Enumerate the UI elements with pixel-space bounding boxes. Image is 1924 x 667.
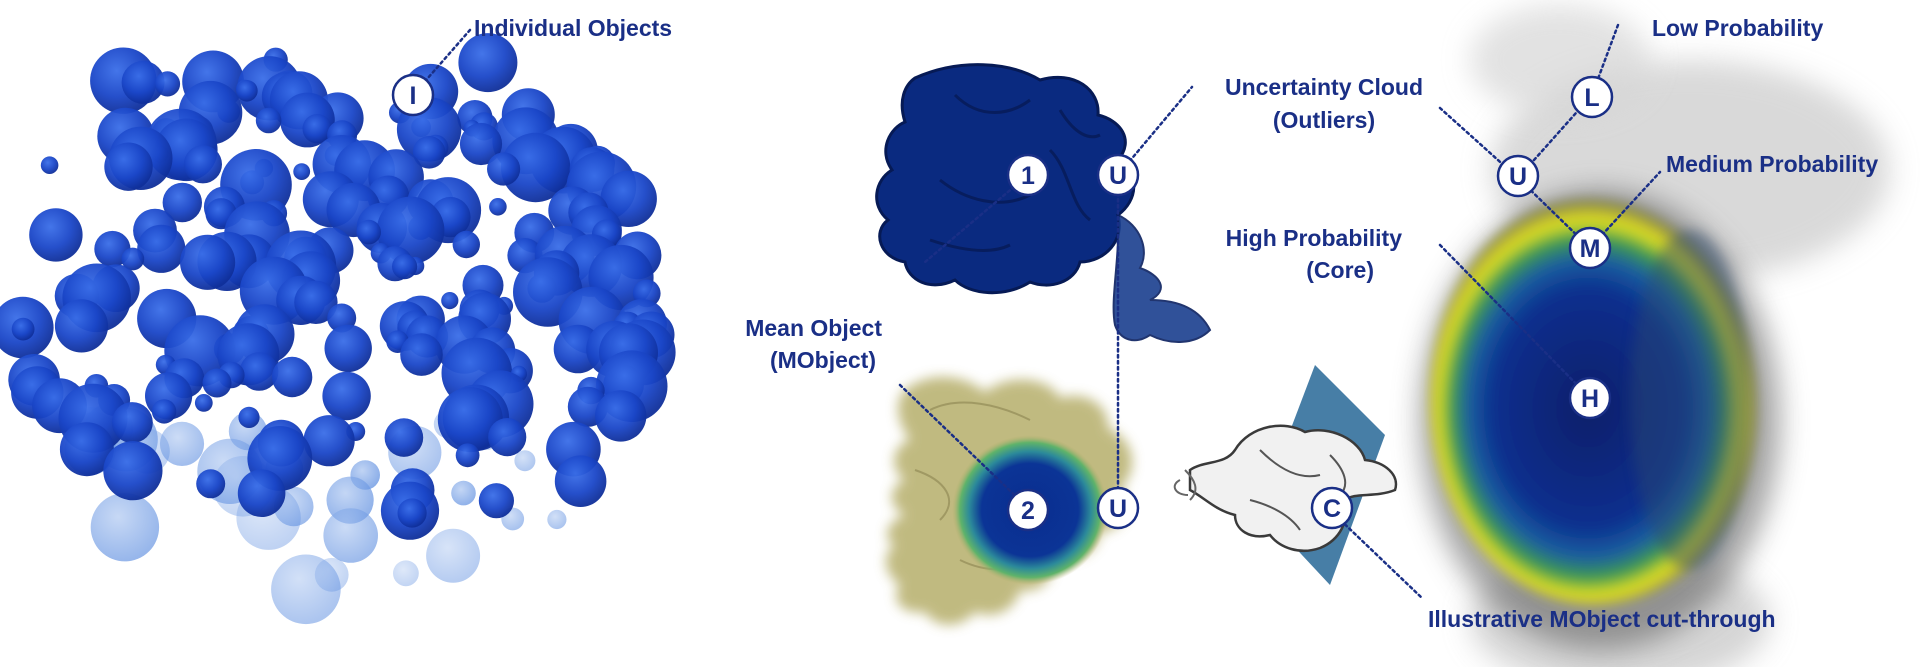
label-core: (Core)	[1306, 257, 1374, 283]
individual-object-blob	[595, 390, 647, 442]
individual-object-blob	[271, 554, 341, 625]
individual-object-blob	[154, 71, 181, 97]
individual-object-blob	[400, 333, 443, 376]
individual-object-blob	[323, 508, 379, 563]
probability-volume	[1420, 5, 1890, 667]
marker-mobject-2-text: 2	[1021, 497, 1035, 525]
label-high-probability: High Probability	[1226, 225, 1403, 251]
marker-mobject-2: 2	[1006, 488, 1050, 532]
label-low-probability: Low Probability	[1652, 15, 1823, 41]
marker-high-text: H	[1581, 385, 1599, 413]
individual-object-blob	[384, 418, 424, 457]
individual-object-blob	[426, 528, 481, 583]
individual-object-blob	[196, 469, 226, 499]
marker-uncertainty-top-text: U	[1109, 162, 1127, 190]
individual-object-blob	[500, 132, 571, 203]
individual-object-blob	[121, 60, 165, 104]
individual-object-blob	[194, 394, 213, 412]
individual-object-blob	[302, 114, 332, 144]
individual-object-blob	[437, 387, 503, 453]
individual-object-blob	[90, 493, 160, 562]
individual-object-blob	[59, 422, 114, 477]
individual-object-blob	[458, 33, 518, 93]
individual-object-blob	[103, 441, 163, 501]
individual-object-blob	[412, 136, 446, 169]
individual-object-blob	[455, 443, 480, 468]
marker-individual-text: I	[410, 82, 417, 110]
label-mean-object: Mean Object	[745, 315, 882, 341]
individual-object-blob	[393, 560, 419, 587]
individual-object-blob	[151, 399, 177, 424]
individual-object-blob	[441, 292, 459, 310]
individual-object-blob	[451, 480, 476, 506]
individual-object-blob	[392, 254, 418, 280]
label-outliers: (Outliers)	[1273, 107, 1375, 133]
individual-object-blob	[452, 230, 480, 259]
individual-object-blob	[162, 182, 202, 223]
marker-cut: C	[1310, 486, 1354, 530]
individual-object-blob	[547, 509, 567, 530]
label-mobject: (MObject)	[770, 347, 876, 373]
label-uncertainty-cloud: Uncertainty Cloud	[1225, 74, 1423, 100]
marker-low: L	[1570, 75, 1614, 119]
label-cut-through: Illustrative MObject cut-through	[1428, 606, 1776, 632]
cut-through-object	[1173, 365, 1398, 585]
individual-object-blob	[294, 280, 338, 324]
individual-object-blob	[237, 469, 286, 517]
individual-object-blob	[236, 80, 258, 102]
individual-object-blob	[397, 498, 427, 528]
marker-cut-text: C	[1323, 495, 1341, 523]
individual-object-blob	[137, 224, 186, 273]
individual-object-blob	[29, 208, 83, 262]
individual-object-blob	[183, 145, 222, 184]
individual-object-blob	[121, 247, 145, 271]
individual-object-blob	[488, 418, 527, 457]
marker-mobject-1: 1	[1006, 153, 1050, 197]
marker-mobject-1-text: 1	[1021, 162, 1035, 190]
individual-object-blob	[54, 299, 109, 353]
individual-object-blob	[554, 455, 607, 508]
individual-object-blob	[514, 450, 536, 472]
label-medium-probability: Medium Probability	[1666, 151, 1878, 177]
marker-medium-text: M	[1580, 235, 1601, 263]
marker-uncertainty-top: U	[1096, 153, 1140, 197]
individual-object-blob	[324, 324, 372, 372]
individual-object-blob	[478, 483, 514, 519]
marker-uncertainty-bottom: U	[1096, 486, 1140, 530]
individual-object-blob	[255, 107, 282, 134]
individual-object-blob	[489, 198, 507, 216]
individual-objects-cluster	[0, 33, 676, 625]
mean-object-top	[875, 63, 1212, 343]
individual-object-blob	[202, 368, 232, 398]
individual-object-blob	[159, 421, 205, 466]
marker-medium: M	[1568, 226, 1612, 270]
marker-individual: I	[391, 73, 435, 117]
individual-object-blob	[40, 156, 59, 174]
individual-object-blob	[271, 356, 313, 398]
marker-uncertainty-right-text: U	[1509, 163, 1527, 191]
individual-object-blob	[238, 406, 260, 428]
individual-object-blob	[111, 402, 153, 444]
individual-object-blob	[11, 317, 35, 341]
individual-object-blob	[239, 352, 279, 391]
individual-object-blob	[104, 142, 153, 191]
individual-object-blob	[180, 234, 236, 290]
marker-high: H	[1568, 376, 1612, 420]
individual-object-blob	[303, 415, 355, 467]
label-individual-objects: Individual Objects	[474, 15, 672, 41]
individual-object-blob	[487, 152, 521, 186]
marker-low-text: L	[1584, 84, 1599, 112]
individual-object-blob	[293, 163, 311, 181]
individual-object-blob	[356, 219, 382, 245]
marker-uncertainty-right: U	[1496, 154, 1540, 198]
individual-object-blob	[459, 122, 503, 166]
marker-uncertainty-bottom-text: U	[1109, 495, 1127, 523]
individual-object-blob	[322, 371, 371, 421]
